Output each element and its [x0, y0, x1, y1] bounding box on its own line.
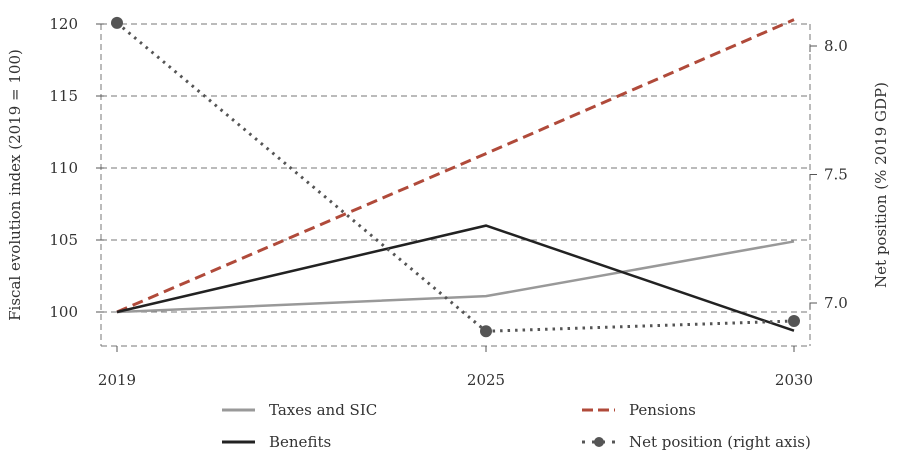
right-tick [809, 174, 817, 181]
series-layer [111, 16, 800, 338]
left-tick-label: 110 [49, 159, 78, 177]
series-line-net-position-right-axis [116, 21, 795, 333]
right-tick [809, 45, 817, 52]
axes [96, 23, 817, 352]
net-position-marker [480, 325, 492, 338]
legend-item: Pensions [582, 401, 696, 419]
left-tick-label: 100 [49, 303, 78, 321]
legend-label: Pensions [629, 401, 696, 419]
left-axis-title: Fiscal evolution index (2019 = 100) [6, 49, 24, 321]
series-line-taxes-and-sic [116, 240, 795, 314]
legend-item: Taxes and SIC [222, 401, 377, 419]
right-tick [809, 302, 817, 309]
x-tick-label: 2030 [775, 371, 813, 389]
right-tick-label: 8.0 [824, 37, 848, 55]
tick-labels: 100 105 110 115 120 7.0 7.5 8.0 2019 2025 2030 [49, 15, 848, 389]
left-tick-label: 105 [49, 231, 78, 249]
series-line-pensions [116, 18, 795, 314]
net-position-marker [111, 16, 123, 29]
legend-item: Benefits [222, 433, 331, 451]
right-tick-label: 7.0 [824, 294, 848, 312]
legend: Taxes and SIC Benefits Pensions Net positio… [222, 401, 811, 451]
left-tick-label: 115 [49, 87, 78, 105]
right-tick-label: 7.5 [824, 166, 848, 184]
net-position-marker [788, 314, 800, 327]
legend-label: Net position (right axis) [629, 433, 811, 451]
x-tick-label: 2019 [98, 371, 136, 389]
legend-label: Taxes and SIC [269, 401, 377, 419]
x-tick-label: 2025 [467, 371, 505, 389]
left-tick-label: 120 [49, 15, 78, 33]
legend-item: Net position (right axis) [582, 433, 811, 451]
series-line-benefits [116, 224, 795, 332]
legend-label: Benefits [269, 433, 331, 451]
right-axis-title: Net position (% 2019 GDP) [872, 82, 890, 288]
legend-marker [594, 437, 604, 447]
